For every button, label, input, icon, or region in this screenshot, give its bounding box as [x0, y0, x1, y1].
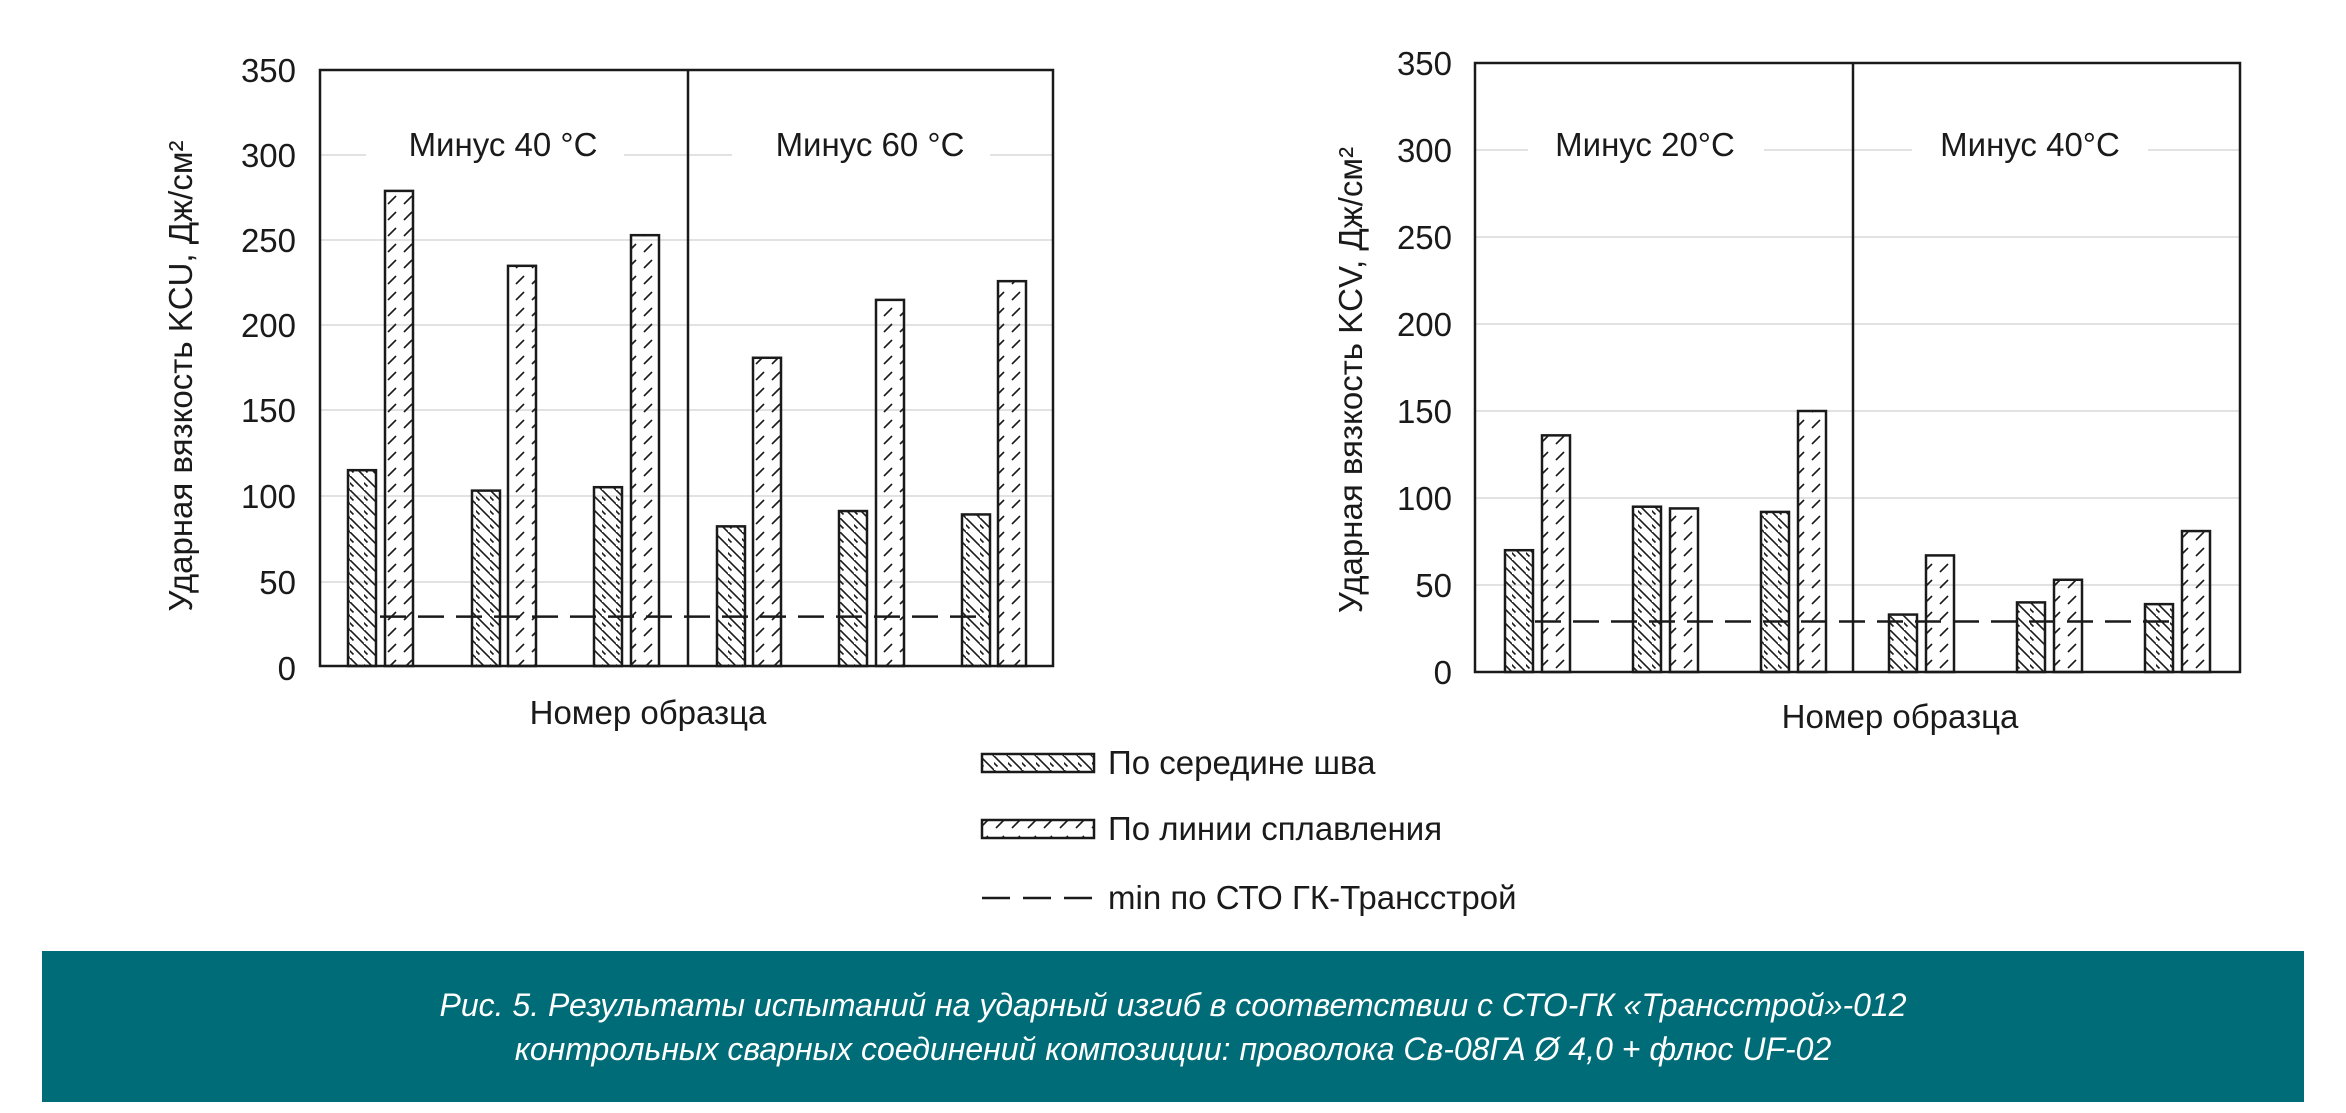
gridlines: [320, 154, 1053, 583]
figure-caption: Рис. 5. Результаты испытаний на ударный …: [42, 951, 2304, 1102]
y-tick-label: 50: [259, 564, 296, 601]
y-axis-label: Ударная вязкость KCV, Дж/см²: [1332, 147, 1369, 613]
y-tick-label: 150: [1397, 393, 1452, 430]
bar-center: [837, 509, 869, 668]
y-tick-label: 100: [1397, 480, 1452, 517]
x-axis-label: Номер образца: [530, 694, 767, 731]
figure: 0 50 100 150 200 250 300 350 Ударная вяз…: [162, 45, 2242, 916]
bar-fusion: [1540, 434, 1572, 674]
x-axis-label: Номер образца: [1782, 698, 2019, 735]
bar-center: [2143, 602, 2175, 674]
y-axis-label: Ударная вязкость KCU, Дж/см²: [162, 140, 199, 611]
legend-swatch-fusion: [980, 818, 1096, 840]
y-tick-label: 350: [1397, 45, 1452, 82]
caption-line-1: Рис. 5. Результаты испытаний на ударный …: [439, 986, 1907, 1023]
bar-center: [2015, 601, 2047, 674]
bar-fusion: [629, 233, 661, 668]
bar-center: [346, 468, 378, 668]
y-tick-labels: 0 50 100 150 200 250 300 350: [241, 52, 296, 687]
gridlines: [1475, 149, 2240, 586]
legend-label-min: min по СТО ГК-Трансстрой: [1108, 879, 1517, 916]
bar-center: [960, 513, 992, 668]
legend-label-fusion: По линии сплавления: [1108, 810, 1442, 847]
plot-frame: [318, 68, 1055, 668]
y-tick-label: 0: [278, 650, 296, 687]
bar-center: [1503, 548, 1535, 674]
bar-fusion: [1924, 554, 1956, 674]
group-label: Минус 40 °С: [409, 126, 598, 163]
y-tick-label: 350: [241, 52, 296, 89]
bar-fusion: [2052, 578, 2084, 674]
bar-fusion: [1796, 409, 1828, 674]
bar-fusion: [506, 264, 538, 668]
chart-kcv: 0 50 100 150 200 250 300 350 Ударная вяз…: [1332, 45, 2242, 735]
y-tick-label: 200: [1397, 306, 1452, 343]
bar-fusion: [874, 298, 906, 668]
group-label: Минус 20°С: [1555, 126, 1735, 163]
y-tick-label: 0: [1434, 654, 1452, 691]
y-tick-label: 250: [241, 222, 296, 259]
y-tick-label: 200: [241, 307, 296, 344]
legend: По середине шва По линии сплавления min …: [980, 744, 1517, 916]
bar-fusion: [1668, 507, 1700, 674]
y-tick-label: 50: [1415, 567, 1452, 604]
plot-frame: [1473, 61, 2242, 674]
legend-swatch-center: [980, 752, 1096, 774]
legend-item-min: min по СТО ГК-Трансстрой: [982, 879, 1517, 916]
y-tick-label: 100: [241, 478, 296, 515]
chart-kcu: 0 50 100 150 200 250 300 350 Ударная вяз…: [162, 52, 1055, 731]
legend-item-center: По середине шва: [980, 744, 1376, 781]
y-tick-labels: 0 50 100 150 200 250 300 350: [1397, 45, 1452, 691]
bars-fusion: [1540, 409, 2212, 674]
bars-fusion: [383, 189, 1028, 668]
bar-fusion: [996, 279, 1028, 668]
y-tick-label: 150: [241, 392, 296, 429]
bar-fusion: [383, 189, 415, 668]
y-tick-label: 300: [241, 137, 296, 174]
bar-center: [715, 525, 747, 668]
legend-label-center: По середине шва: [1108, 744, 1376, 781]
bar-center: [1759, 510, 1791, 674]
legend-item-fusion: По линии сплавления: [980, 810, 1442, 847]
y-tick-label: 250: [1397, 219, 1452, 256]
bar-fusion: [751, 356, 783, 668]
group-label: Минус 40°С: [1940, 126, 2120, 163]
bar-center: [592, 485, 624, 668]
caption-line-2: контрольных сварных соединений композици…: [514, 1030, 1832, 1067]
bar-center: [1887, 613, 1919, 674]
bar-center: [470, 489, 502, 668]
y-tick-label: 300: [1397, 132, 1452, 169]
group-label: Минус 60 °С: [776, 126, 965, 163]
bar-center: [1631, 505, 1663, 674]
bar-fusion: [2180, 529, 2212, 674]
